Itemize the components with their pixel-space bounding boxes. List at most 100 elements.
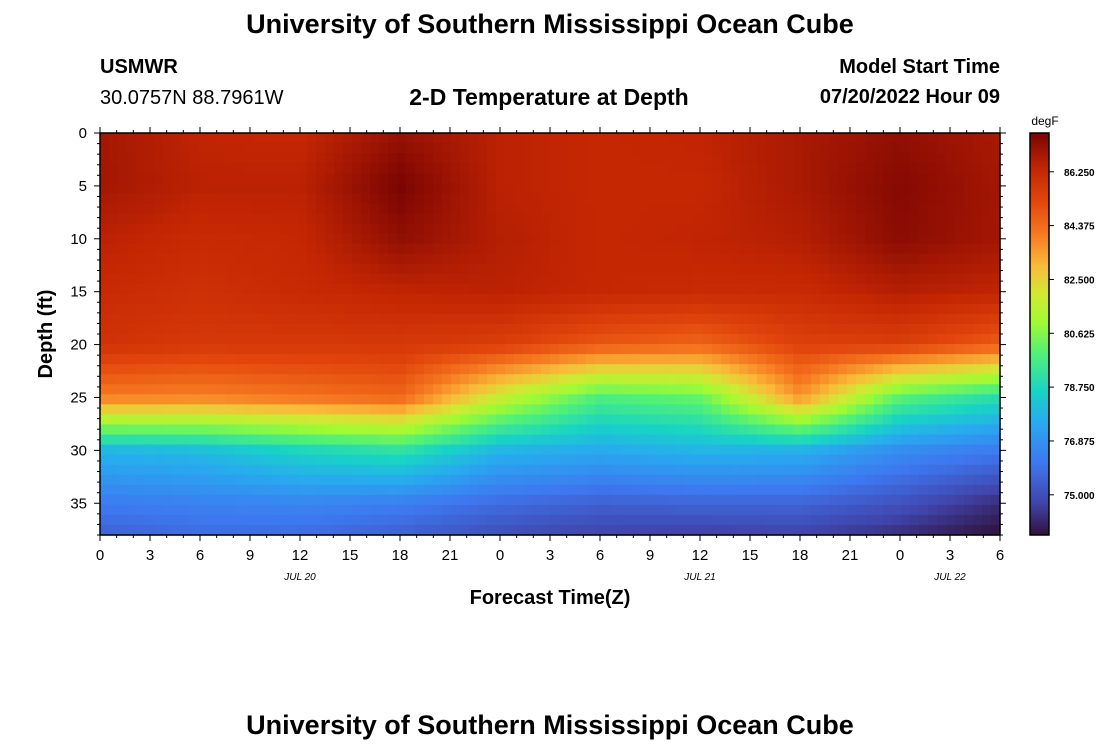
heatmap-cell bbox=[523, 384, 533, 395]
heatmap-cell bbox=[532, 434, 542, 446]
heatmap-cell bbox=[568, 173, 578, 184]
heatmap-cell bbox=[892, 474, 902, 486]
heatmap-cell bbox=[316, 293, 326, 305]
heatmap-cell bbox=[559, 384, 569, 395]
heatmap-cell bbox=[190, 394, 200, 405]
heatmap-cell bbox=[910, 143, 920, 154]
heatmap-cell bbox=[343, 404, 353, 415]
heatmap-cell bbox=[442, 424, 452, 436]
heatmap-cell bbox=[685, 243, 695, 255]
heatmap-cell bbox=[856, 263, 866, 275]
heatmap-cell bbox=[595, 394, 605, 405]
heatmap-cell bbox=[289, 354, 299, 365]
heatmap-cell bbox=[757, 233, 767, 245]
heatmap-cell bbox=[280, 454, 290, 466]
heatmap-cell bbox=[172, 293, 182, 305]
heatmap-cell bbox=[784, 253, 794, 265]
heatmap-cell bbox=[820, 454, 830, 466]
heatmap-cell bbox=[640, 424, 650, 436]
heatmap-cell bbox=[415, 263, 425, 275]
heatmap-cell bbox=[145, 313, 155, 325]
heatmap-cell bbox=[856, 474, 866, 486]
heatmap-cell bbox=[946, 444, 956, 456]
heatmap-cell bbox=[460, 464, 470, 476]
heatmap-cell bbox=[793, 394, 803, 405]
heatmap-cell bbox=[811, 243, 821, 255]
heatmap-cell bbox=[730, 163, 740, 174]
heatmap-cell bbox=[595, 183, 605, 194]
heatmap-cell bbox=[145, 203, 155, 214]
heatmap-cell bbox=[559, 223, 569, 235]
heatmap-cell bbox=[145, 404, 155, 415]
heatmap-cell bbox=[784, 223, 794, 235]
heatmap-cell bbox=[226, 334, 236, 345]
heatmap-cell bbox=[919, 303, 929, 315]
heatmap-cell bbox=[514, 364, 524, 375]
heatmap-cell bbox=[253, 394, 263, 405]
heatmap-cell bbox=[982, 263, 992, 275]
heatmap-cell bbox=[937, 303, 947, 315]
heatmap-cell bbox=[703, 394, 713, 405]
heatmap-cell bbox=[919, 253, 929, 265]
heatmap-cell bbox=[244, 133, 254, 144]
heatmap-cell bbox=[613, 474, 623, 486]
heatmap-cell bbox=[892, 283, 902, 295]
heatmap-cell bbox=[964, 273, 974, 285]
heatmap-cell bbox=[496, 143, 506, 154]
heatmap-cell bbox=[604, 303, 614, 315]
heatmap-cell bbox=[739, 133, 749, 144]
heatmap-cell bbox=[460, 524, 470, 536]
heatmap-cell bbox=[559, 283, 569, 295]
heatmap-cell bbox=[667, 464, 677, 476]
heatmap-cell bbox=[199, 163, 209, 174]
heatmap-cell bbox=[883, 263, 893, 275]
heatmap-cell bbox=[802, 263, 812, 275]
heatmap-cell bbox=[856, 323, 866, 335]
heatmap-cell bbox=[334, 273, 344, 285]
heatmap-cell bbox=[307, 404, 317, 415]
heatmap-cell bbox=[478, 394, 488, 405]
heatmap-cell bbox=[604, 283, 614, 295]
heatmap-cell bbox=[622, 524, 632, 536]
heatmap-cell bbox=[190, 364, 200, 375]
heatmap-cell bbox=[190, 354, 200, 365]
heatmap-cell bbox=[235, 253, 245, 265]
heatmap-cell bbox=[676, 253, 686, 265]
heatmap-cell bbox=[856, 173, 866, 184]
heatmap-cell bbox=[712, 384, 722, 395]
heatmap-cell bbox=[568, 514, 578, 526]
heatmap-cell bbox=[172, 183, 182, 194]
heatmap-cell bbox=[469, 454, 479, 466]
heatmap-cell bbox=[289, 153, 299, 164]
heatmap-cell bbox=[676, 193, 686, 204]
heatmap-cell bbox=[901, 364, 911, 375]
heatmap-cell bbox=[856, 484, 866, 496]
heatmap-cell bbox=[487, 464, 497, 476]
heatmap-cell bbox=[361, 253, 371, 265]
heatmap-cell bbox=[244, 414, 254, 426]
heatmap-cell bbox=[793, 484, 803, 496]
heatmap-cell bbox=[415, 193, 425, 204]
heatmap-cell bbox=[559, 404, 569, 415]
heatmap-cell bbox=[406, 213, 416, 225]
heatmap-cell bbox=[235, 133, 245, 144]
heatmap-cell bbox=[847, 273, 857, 285]
heatmap-cell bbox=[217, 344, 227, 355]
heatmap-cell bbox=[505, 524, 515, 536]
heatmap-cell bbox=[343, 213, 353, 225]
heatmap-cell bbox=[145, 263, 155, 275]
heatmap-cell bbox=[541, 524, 551, 536]
heatmap-cell bbox=[442, 173, 452, 184]
heatmap-cell bbox=[973, 384, 983, 395]
heatmap-cell bbox=[289, 263, 299, 275]
heatmap-cell bbox=[442, 133, 452, 144]
heatmap-cell bbox=[406, 183, 416, 194]
heatmap-cell bbox=[334, 504, 344, 516]
heatmap-cell bbox=[136, 133, 146, 144]
heatmap-cell bbox=[442, 253, 452, 265]
heatmap-cell bbox=[820, 273, 830, 285]
heatmap-cell bbox=[541, 313, 551, 325]
heatmap-cell bbox=[433, 494, 443, 506]
heatmap-cell bbox=[370, 323, 380, 335]
heatmap-cell bbox=[559, 243, 569, 255]
